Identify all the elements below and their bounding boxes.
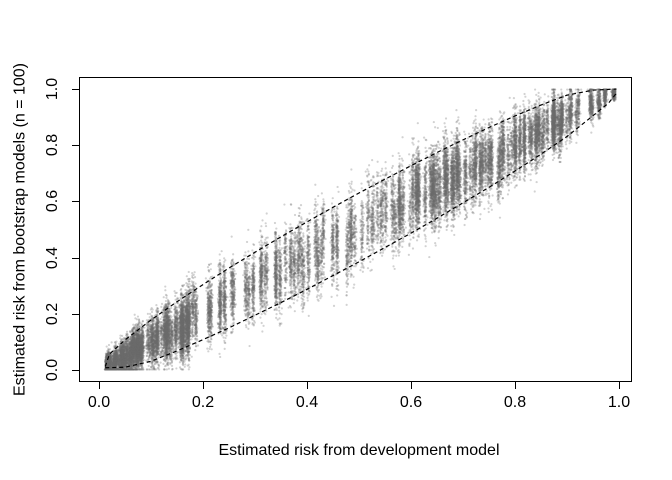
x-tick-label-0.6: 0.6 <box>399 394 423 411</box>
x-axis-title: Estimated risk from development model <box>218 442 500 459</box>
y-tick-label-1.0: 1.0 <box>44 77 61 101</box>
x-tick-label-0.2: 0.2 <box>191 394 215 411</box>
y-tick-label-0.4: 0.4 <box>44 246 61 270</box>
y-tick-label-0.2: 0.2 <box>44 302 61 326</box>
y-tick-label-0.0: 0.0 <box>44 358 61 382</box>
x-tick-label-0.4: 0.4 <box>295 394 319 411</box>
y-tick-label-0.8: 0.8 <box>44 133 61 157</box>
x-tick-label-0.0: 0.0 <box>87 394 111 411</box>
y-tick-label-0.6: 0.6 <box>44 189 61 213</box>
plot-area-frame <box>79 77 632 382</box>
x-tick-label-1.0: 1.0 <box>607 394 631 411</box>
x-tick-label-0.8: 0.8 <box>503 394 527 411</box>
y-axis-title: Estimated risk from bootstrap models (n … <box>11 62 29 397</box>
